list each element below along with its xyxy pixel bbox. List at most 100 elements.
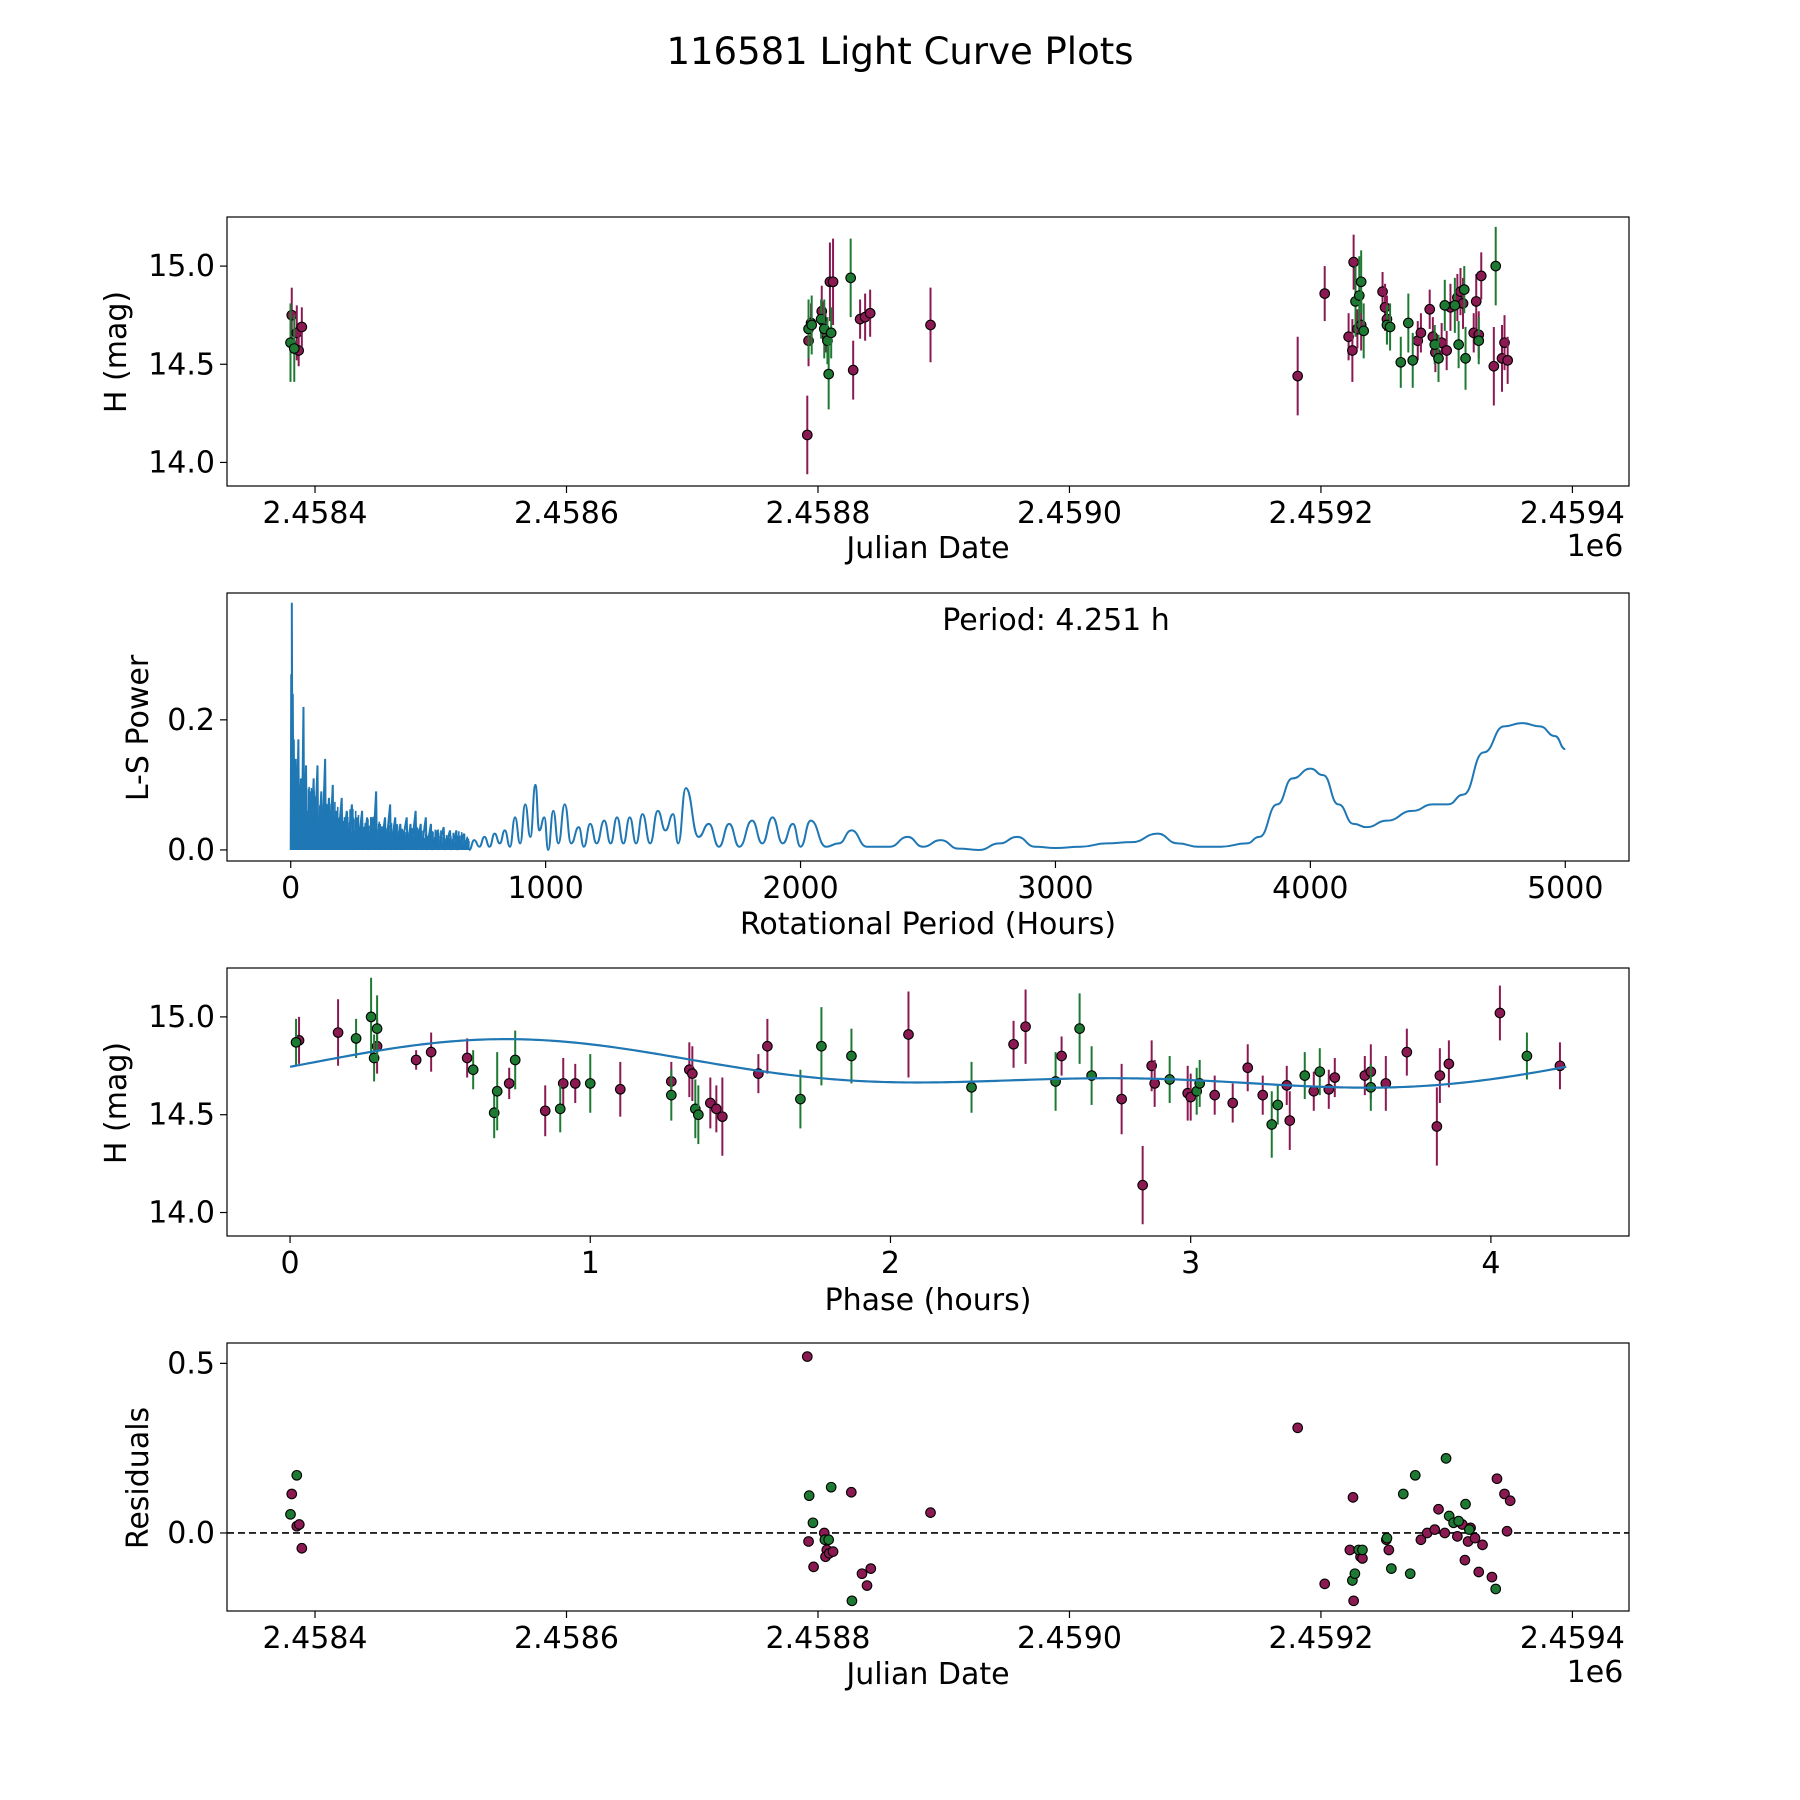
- lightcurve-point-green: [1473, 335, 1485, 347]
- periodogram-xtick-label: 3000: [1017, 871, 1093, 906]
- periodogram-ytick-label: 0.2: [167, 703, 215, 738]
- phase-point-green: [467, 1064, 479, 1076]
- phase-ytick-label: 14.0: [148, 1196, 215, 1231]
- lightcurve-point-green: [1395, 356, 1407, 368]
- phase-point-green: [966, 1081, 977, 1093]
- phase-point-green: [491, 1085, 503, 1097]
- phase-point-magenta: [717, 1111, 728, 1123]
- residuals-xtick-label: 2.4588: [765, 1621, 870, 1656]
- phase-point-magenta: [614, 1083, 626, 1095]
- lightcurve-point-green: [1402, 317, 1414, 329]
- residuals-point-magenta: [861, 1580, 873, 1591]
- phase-point-green: [692, 1109, 704, 1121]
- panel-phase: 0 1 2 3 4 14.0 14.5 15.0 Phase (hours) H (mag): [99, 967, 1630, 1318]
- residuals-point-magenta: [925, 1507, 936, 1518]
- residuals-point-green: [1386, 1563, 1397, 1574]
- phase-point-magenta: [410, 1054, 422, 1066]
- phase-point-magenta: [1137, 1179, 1149, 1191]
- residuals-point-magenta: [1501, 1525, 1513, 1537]
- residuals-point-magenta: [803, 1536, 814, 1547]
- residuals-xlabel: Julian Date: [844, 1657, 1009, 1692]
- lightcurve-point-green: [1490, 260, 1502, 272]
- phase-plot-area: 0 1 2 3 4 14.0 14.5 15.0: [148, 967, 1630, 1281]
- residuals-point-magenta: [1491, 1473, 1503, 1485]
- lightcurve-plot-area: 2.4584 2.4586 2.4588 2.4590 2.4592 2.4594 14.0…: [148, 216, 1630, 531]
- phase-point-magenta: [569, 1078, 581, 1089]
- phase-point-magenta: [762, 1040, 773, 1052]
- phase-point-magenta: [1329, 1072, 1341, 1083]
- residuals-ytick-label: 0.5: [167, 1346, 215, 1381]
- residuals-plot-area: 2.4584 2.4586 2.4588 2.4590 2.4592 2.4594 0.0 0…: [167, 1342, 1630, 1656]
- residuals-point-green: [823, 1534, 835, 1546]
- periodogram-ylabel: L-S Power: [121, 654, 156, 801]
- periodogram-plot-area: 0 1000 2000 3000 4000 5000 0.0 0.2: [167, 592, 1630, 906]
- lightcurve-xlabel: Julian Date: [844, 531, 1009, 566]
- residuals-point-magenta: [293, 1519, 305, 1530]
- phase-point-magenta: [503, 1078, 515, 1089]
- panel-periodogram: 0 1000 2000 3000 4000 5000 0.0 0.2 Rotational P…: [121, 592, 1630, 942]
- phase-ylabel: H (mag): [99, 1042, 134, 1164]
- residuals-point-magenta: [1439, 1527, 1451, 1539]
- lightcurve-point-magenta: [1502, 354, 1514, 366]
- periodogram-xtick-label: 1000: [507, 871, 583, 906]
- lightcurve-offset-label: 1e6: [1567, 529, 1624, 564]
- residuals-point-magenta: [1469, 1532, 1481, 1544]
- residuals-point-magenta: [1383, 1544, 1395, 1556]
- phase-point-green: [1521, 1050, 1533, 1062]
- phase-point-magenta: [710, 1103, 722, 1115]
- phase-point-magenta: [332, 1027, 344, 1038]
- phase-point-magenta: [539, 1105, 551, 1117]
- phase-point-green: [365, 1011, 377, 1023]
- residuals-xtick-label: 2.4584: [263, 1621, 368, 1656]
- lightcurve-ylabel: H (mag): [99, 291, 134, 413]
- phase-point-magenta: [1308, 1085, 1320, 1097]
- phase-point-magenta: [1242, 1062, 1254, 1074]
- lightcurve-point-green: [1453, 339, 1464, 350]
- phase-point-magenta: [1149, 1078, 1161, 1089]
- lightcurve-point-green: [1353, 290, 1365, 301]
- phase-ytick-label: 14.5: [148, 1098, 215, 1133]
- phase-xtick-label: 2: [881, 1246, 900, 1281]
- phase-model-curve: [289, 1038, 1567, 1089]
- residuals-point-green: [1349, 1568, 1361, 1580]
- residuals-point-magenta: [1415, 1534, 1427, 1546]
- residuals-point-magenta: [856, 1568, 868, 1580]
- lightcurve-point-green: [1439, 300, 1451, 311]
- lightcurve-point-magenta: [1319, 288, 1331, 299]
- phase-point-magenta: [1209, 1089, 1221, 1101]
- lightcurve-point-green: [823, 368, 835, 380]
- lightcurve-point-green: [1407, 354, 1419, 366]
- lightcurve-point-magenta: [1348, 256, 1359, 268]
- lightcurve-point-green: [845, 272, 857, 284]
- periodogram-xlabel: Rotational Period (Hours): [740, 907, 1116, 942]
- residuals-point-magenta: [296, 1542, 308, 1554]
- phase-point-magenta: [1020, 1021, 1031, 1033]
- phase-point-green: [509, 1054, 521, 1066]
- residuals-point-magenta: [286, 1488, 298, 1500]
- phase-point-magenta: [1284, 1115, 1296, 1126]
- periodogram-xtick-label: 5000: [1527, 871, 1603, 906]
- lightcurve-point-green: [1449, 300, 1461, 311]
- lightcurve-frame: [226, 216, 1630, 487]
- lightcurve-xtick-label: 2.4586: [514, 496, 619, 531]
- residuals-point-magenta: [845, 1486, 857, 1498]
- lightcurve-point-magenta: [827, 276, 839, 288]
- residuals-point-green: [1397, 1488, 1409, 1500]
- phase-xtick-label: 1: [581, 1246, 600, 1281]
- residuals-point-magenta: [1477, 1539, 1488, 1551]
- lightcurve-point-green: [806, 319, 818, 331]
- phase-point-magenta: [425, 1046, 437, 1058]
- periodogram-spike-series: [289, 602, 466, 851]
- phase-point-magenta: [1443, 1058, 1455, 1070]
- lightcurve-xtick-label: 2.4594: [1520, 496, 1625, 531]
- residuals-point-magenta: [1348, 1595, 1359, 1607]
- residuals-point-magenta: [801, 1351, 813, 1362]
- periodogram-xtick-label: 2000: [762, 871, 838, 906]
- lightcurve-point-green: [1458, 284, 1470, 295]
- periodogram-smooth-series: [468, 722, 1566, 851]
- lightcurve-point-green: [1429, 339, 1441, 350]
- lightcurve-point-green: [1384, 321, 1396, 333]
- phase-ytick-label: 15.0: [148, 1000, 215, 1035]
- residuals-point-green: [285, 1508, 296, 1520]
- residuals-point-green: [1404, 1568, 1416, 1580]
